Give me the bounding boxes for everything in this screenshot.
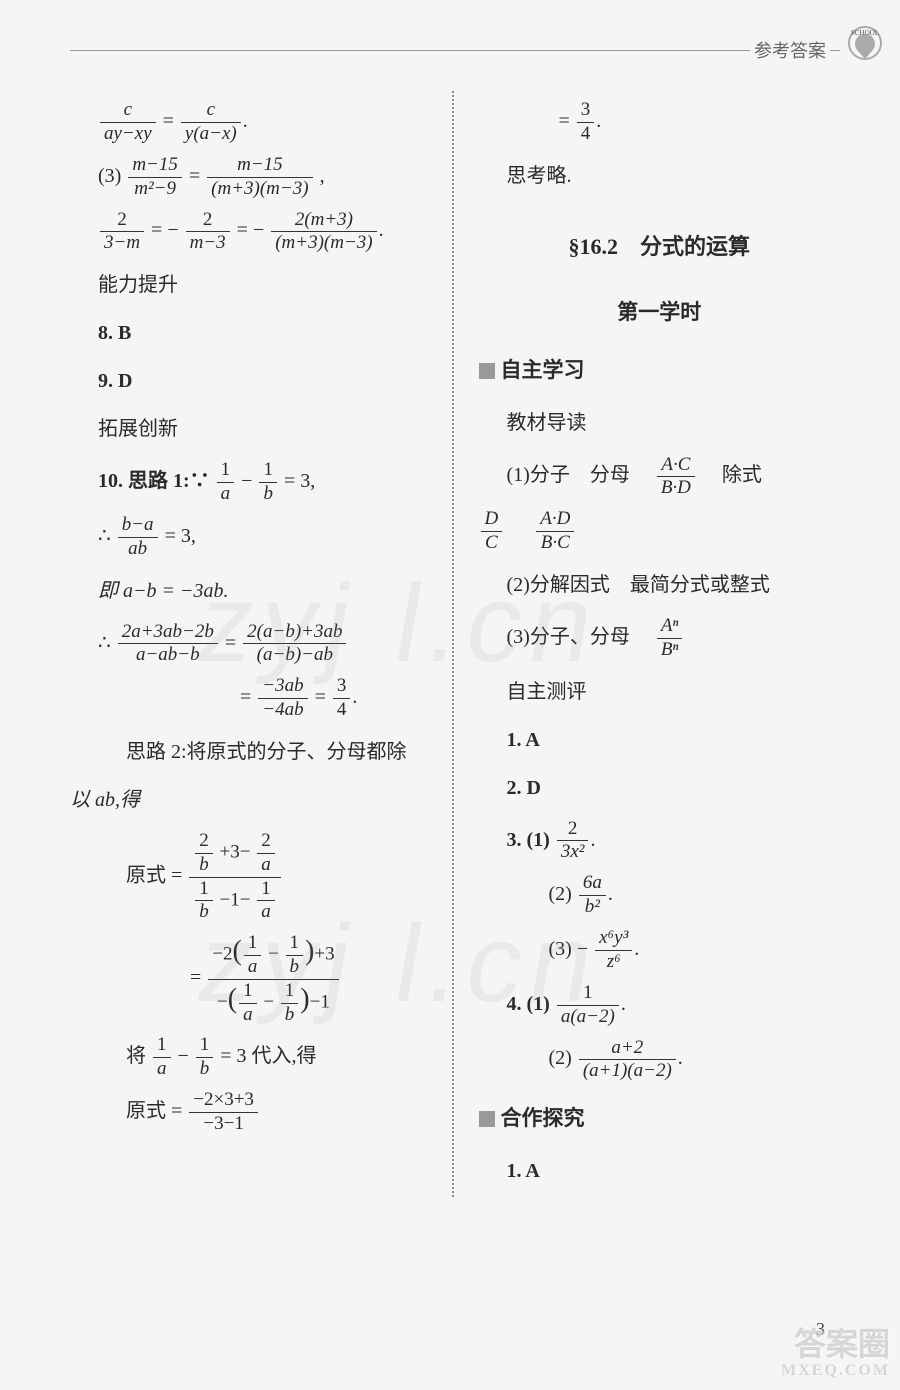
answer: 1. A [479,1149,841,1193]
path2-text: 思路 2:将原式的分子、分母都除 [70,730,432,774]
point-1: (1)分子 分母 A·CB·D 除式 [479,453,841,500]
answer-9: 9. D [70,359,432,403]
answer-4-1: 4. (1) 1a(a−2). [479,982,841,1029]
page: 参考答案 SCHOOL zyj l.cn zyj l.cn cay−xy = c… [0,0,900,1390]
right-column: = 34. 思考略. §16.2 分式的运算 第一学时 自主学习 教材导读 (1… [454,91,841,1197]
columns: cay−xy = cy(a−x). (3) m−15m²−9 = m−15(m+… [70,91,840,1197]
answer-4-2: (2) a+2(a+1)(a−2). [479,1036,841,1083]
q10-line1: 10. 思路 1:∵ 1a − 1b = 3, [70,459,432,506]
section-title: §16.2 分式的运算 [479,223,841,271]
equation: = 34. [479,99,841,146]
period-title: 第一学时 [479,289,841,335]
equation: 将 1a − 1b = 3 代入,得 [70,1034,432,1081]
answer-8: 8. B [70,311,432,355]
equation: (3) m−15m²−9 = m−15(m+3)(m−3) , [70,154,432,201]
equation: = −3ab−4ab = 34. [70,675,432,722]
school-badge-icon: SCHOOL [840,23,890,73]
answer: 1. A [479,718,841,762]
self-study-heading: 自主学习 [479,347,841,393]
equation: 即 a−b = −3ab. [70,569,432,613]
equation: cay−xy = cy(a−x). [70,99,432,146]
heading-expand: 拓展创新 [70,407,432,451]
point-1-frac: DC A·DB·C [479,508,841,555]
square-icon [479,1111,495,1127]
site-watermark: 答案圈 MXEQ.COM [781,1327,890,1380]
square-icon [479,363,495,379]
equation: 原式 = −2×3+3−3−1 [70,1089,432,1136]
left-column: cay−xy = cy(a−x). (3) m−15m²−9 = m−15(m+… [70,91,454,1197]
answer: 2. D [479,766,841,810]
equation: 23−m = − 2m−3 = − 2(m+3)(m+3)(m−3). [70,208,432,255]
answer-3-2: (2) 6ab². [479,872,841,919]
equation: ∴ 2a+3ab−2ba−ab−b = 2(a−b)+3ab(a−b)−ab [70,621,432,668]
textbook-heading: 教材导读 [479,401,841,445]
svg-text:SCHOOL: SCHOOL [851,29,879,37]
coop-heading: 合作探究 [479,1095,841,1141]
note: 思考略. [479,154,841,198]
header-label: 参考答案 [750,37,830,63]
heading-ability: 能力提升 [70,263,432,307]
point-2: (2)分解因式 最简分式或整式 [479,563,841,607]
header-rule: 参考答案 SCHOOL [70,50,840,51]
answer-3-3: (3) − x⁶y³z⁶. [479,927,841,974]
equation: = −2(1a − 1b)+3 −(1a − 1b)−1 [70,932,432,1026]
path2-text: 以 ab,得 [70,778,432,822]
answer-3-1: 3. (1) 23x². [479,818,841,865]
equation: 原式 = 2b +3− 2a 1b −1− 1a [70,830,432,924]
point-3: (3)分子、分母 AⁿBⁿ [479,615,841,662]
self-test-heading: 自主测评 [479,670,841,714]
equation: ∴ b−aab = 3, [70,514,432,561]
